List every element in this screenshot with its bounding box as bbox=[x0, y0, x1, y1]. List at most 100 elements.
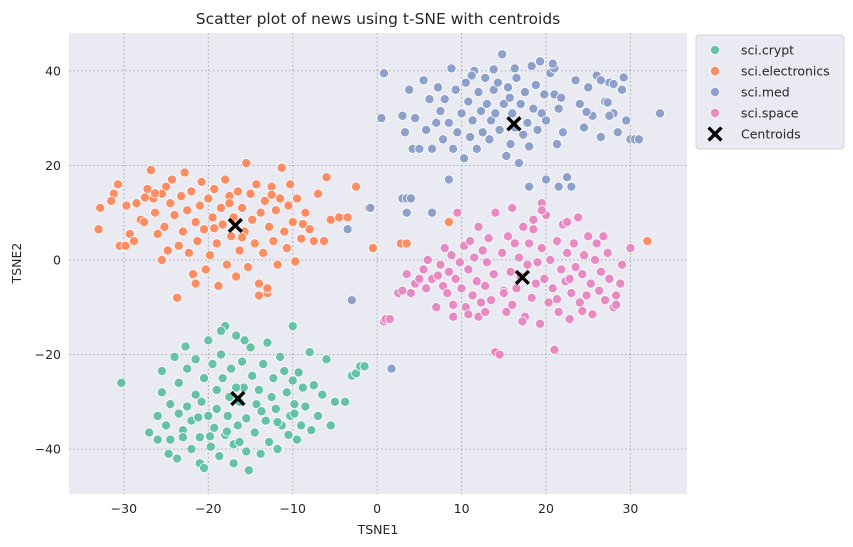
point-sci-space bbox=[556, 264, 567, 275]
point-sci-electronics bbox=[93, 224, 104, 235]
legend-marker bbox=[710, 108, 721, 119]
y-tick-label: 20 bbox=[45, 158, 61, 173]
point-sci-space bbox=[475, 297, 486, 308]
x-axis-label: TSNE1 bbox=[357, 522, 399, 537]
point-sci-electronics bbox=[285, 179, 296, 190]
point-sci-electronics bbox=[150, 207, 161, 218]
point-sci-space bbox=[488, 269, 499, 280]
point-sci-electronics bbox=[297, 219, 308, 230]
point-sci-med bbox=[618, 72, 629, 83]
point-sci-electronics bbox=[156, 254, 167, 265]
point-sci-crypt bbox=[173, 377, 184, 388]
point-sci-space bbox=[577, 306, 588, 317]
point-sci-space bbox=[480, 280, 491, 291]
point-sci-electronics bbox=[247, 214, 258, 225]
legend-box bbox=[695, 34, 845, 150]
point-sci-med bbox=[612, 127, 623, 138]
point-sci-electronics bbox=[211, 238, 222, 249]
point-sci-med bbox=[541, 174, 552, 185]
point-sci-electronics bbox=[221, 259, 232, 270]
point-sci-med bbox=[526, 61, 537, 72]
point-sci-electronics bbox=[304, 224, 315, 235]
point-sci-crypt bbox=[325, 420, 336, 431]
point-sci-electronics bbox=[183, 247, 194, 258]
point-sci-med bbox=[473, 87, 484, 98]
point-sci-space bbox=[511, 283, 522, 294]
point-sci-med bbox=[581, 106, 592, 117]
point-sci-crypt bbox=[217, 373, 228, 384]
point-sci-med bbox=[532, 124, 543, 135]
point-sci-space bbox=[581, 290, 592, 301]
point-sci-crypt bbox=[234, 436, 245, 447]
point-sci-electronics bbox=[190, 278, 201, 289]
point-sci-space bbox=[418, 264, 429, 275]
point-sci-space bbox=[611, 299, 622, 310]
point-sci-electronics bbox=[268, 236, 279, 247]
point-sci-space bbox=[530, 278, 541, 289]
point-sci-space bbox=[547, 283, 558, 294]
point-sci-space bbox=[551, 236, 562, 247]
point-sci-med bbox=[553, 103, 564, 114]
point-sci-space bbox=[456, 283, 467, 294]
point-sci-med bbox=[604, 110, 615, 121]
point-sci-space bbox=[564, 314, 575, 325]
point-sci-med bbox=[401, 207, 412, 218]
point-sci-med bbox=[524, 181, 535, 192]
point-sci-med bbox=[504, 92, 515, 103]
legend-label: sci.med bbox=[741, 85, 790, 100]
point-sci-electronics bbox=[276, 162, 287, 173]
point-sci-space bbox=[463, 264, 474, 275]
point-sci-electronics bbox=[296, 233, 307, 244]
point-sci-crypt bbox=[209, 422, 220, 433]
point-sci-electronics bbox=[242, 262, 253, 273]
point-sci-med bbox=[574, 98, 585, 109]
point-sci-space bbox=[535, 318, 546, 329]
point-sci-electronics bbox=[120, 240, 131, 251]
point-sci-space bbox=[549, 344, 560, 355]
point-sci-electronics bbox=[196, 176, 207, 187]
point-sci-electronics bbox=[325, 214, 336, 225]
point-sci-space bbox=[467, 290, 478, 301]
point-sci-med bbox=[530, 80, 541, 91]
point-sci-space bbox=[600, 295, 611, 306]
point-sci-med bbox=[562, 172, 573, 183]
point-sci-electronics bbox=[245, 188, 256, 199]
point-sci-space bbox=[570, 262, 581, 273]
point-sci-space bbox=[414, 273, 425, 284]
point-sci-crypt bbox=[144, 427, 155, 438]
legend: sci.crypt sci.electronics sci.med sci.space… bbox=[695, 34, 845, 150]
point-sci-crypt bbox=[251, 399, 262, 410]
point-sci-med bbox=[443, 117, 454, 128]
point-sci-crypt bbox=[232, 420, 243, 431]
point-sci-crypt bbox=[308, 380, 319, 391]
point-sci-space bbox=[513, 252, 524, 263]
point-sci-space bbox=[551, 294, 562, 305]
x-tick-label: −20 bbox=[195, 501, 221, 516]
point-sci-electronics bbox=[162, 245, 173, 256]
point-sci-crypt bbox=[287, 375, 298, 386]
point-sci-electronics bbox=[231, 271, 242, 282]
point-sci-med bbox=[459, 153, 470, 164]
point-sci-space bbox=[480, 306, 491, 317]
point-sci-space bbox=[562, 247, 573, 258]
point-sci-space bbox=[401, 269, 412, 280]
point-sci-crypt bbox=[169, 351, 180, 362]
point-sci-crypt bbox=[215, 325, 226, 336]
point-sci-med bbox=[346, 295, 357, 306]
y-axis-label: TSNE2 bbox=[9, 243, 24, 285]
point-sci-electronics bbox=[169, 210, 180, 221]
point-sci-crypt bbox=[211, 403, 222, 414]
point-sci-crypt bbox=[203, 335, 214, 346]
x-tick-label: 30 bbox=[622, 501, 638, 516]
point-sci-med bbox=[519, 87, 530, 98]
point-sci-med bbox=[595, 132, 606, 143]
point-sci-crypt bbox=[182, 363, 193, 374]
point-sci-space bbox=[465, 236, 476, 247]
x-tick-label: 0 bbox=[373, 501, 381, 516]
point-sci-med bbox=[475, 106, 486, 117]
point-sci-med bbox=[497, 49, 508, 60]
point-sci-electronics bbox=[287, 217, 298, 228]
point-sci-space bbox=[477, 245, 488, 256]
point-sci-space bbox=[471, 276, 482, 287]
